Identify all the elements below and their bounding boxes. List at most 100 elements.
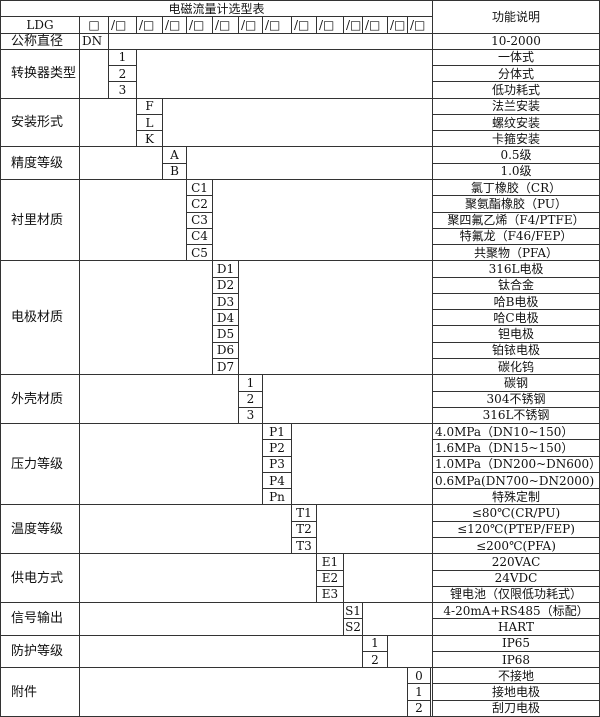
code-cell: S1 bbox=[343, 602, 363, 620]
code-cell: D7 bbox=[212, 358, 239, 376]
description-cell: 10-2000 bbox=[432, 32, 600, 50]
code-cell: D2 bbox=[212, 276, 239, 294]
option-box: /□ bbox=[343, 16, 363, 34]
blank-cell bbox=[343, 553, 433, 604]
code-cell: P2 bbox=[262, 439, 292, 457]
description-cell: 特殊定制 bbox=[432, 488, 600, 506]
description-cell: 钽电极 bbox=[432, 325, 600, 343]
description-cell: 碳钢 bbox=[432, 374, 600, 392]
blank-cell bbox=[79, 504, 292, 555]
code-cell: 0 bbox=[407, 667, 431, 685]
description-cell: 锂电池（仅限低功耗式） bbox=[432, 585, 600, 604]
description-cell: 316L电极 bbox=[432, 260, 600, 278]
group-label: 防护等级 bbox=[0, 634, 80, 669]
group-label: 外壳材质 bbox=[0, 374, 80, 425]
blank-cell bbox=[136, 48, 433, 99]
description-cell: 不接地 bbox=[432, 667, 600, 685]
code-cell: 1 bbox=[108, 48, 137, 67]
description-cell: 聚四氟乙烯（F4/PTFE） bbox=[432, 211, 600, 229]
description-cell: HART bbox=[432, 618, 600, 636]
code-cell: Pn bbox=[262, 488, 292, 506]
code-cell: T3 bbox=[291, 537, 317, 555]
description-cell: 刮刀电极 bbox=[432, 699, 600, 717]
blank-cell bbox=[79, 423, 263, 506]
group-label: 压力等级 bbox=[0, 423, 80, 506]
code-cell: S2 bbox=[343, 618, 363, 636]
code-cell: 2 bbox=[362, 650, 388, 669]
blank-cell bbox=[316, 504, 433, 555]
blank-cell bbox=[238, 260, 433, 376]
blank-cell bbox=[362, 602, 433, 636]
blank-cell bbox=[79, 667, 408, 717]
code-cell: 1 bbox=[238, 374, 263, 392]
code-cell: P1 bbox=[262, 423, 292, 441]
description-cell: 低功耗式 bbox=[432, 81, 600, 99]
code-cell: D5 bbox=[212, 325, 239, 343]
group-label: 安装形式 bbox=[0, 97, 80, 148]
code-cell: 2 bbox=[108, 65, 137, 83]
code-cell: D6 bbox=[212, 341, 239, 359]
group-label: 附件 bbox=[0, 667, 80, 717]
option-box: /□ bbox=[316, 16, 344, 34]
description-cell: IP65 bbox=[432, 634, 600, 652]
description-cell: 24VDC bbox=[432, 569, 600, 587]
description-cell: 聚氨酯橡胶（PU） bbox=[432, 195, 600, 213]
code-cell: P4 bbox=[262, 471, 292, 490]
description-cell: 碳化钨 bbox=[432, 358, 600, 376]
function-header: 功能说明 bbox=[432, 0, 600, 34]
code-cell: C4 bbox=[186, 227, 213, 246]
option-box: /□ bbox=[291, 16, 317, 34]
code-cell: D3 bbox=[212, 292, 239, 311]
blank-cell bbox=[79, 48, 109, 99]
description-cell: IP68 bbox=[432, 650, 600, 669]
blank-cell bbox=[162, 97, 433, 148]
blank-cell bbox=[79, 553, 317, 604]
code-cell: C2 bbox=[186, 195, 213, 213]
blank-cell bbox=[79, 179, 187, 262]
description-cell: 卡箍安装 bbox=[432, 130, 600, 148]
description-cell: 共聚物（PFA） bbox=[432, 244, 600, 262]
code-cell: A bbox=[162, 146, 187, 164]
code-cell: E2 bbox=[316, 569, 344, 587]
code-cell: DN bbox=[79, 32, 109, 50]
description-cell: 铂铱电极 bbox=[432, 341, 600, 359]
description-cell: 316L不锈钢 bbox=[432, 406, 600, 425]
description-cell: 哈B电极 bbox=[432, 292, 600, 311]
description-cell: 304不锈钢 bbox=[432, 390, 600, 408]
option-box: /□ bbox=[362, 16, 388, 34]
description-cell: 分体式 bbox=[432, 65, 600, 83]
option-box: /□ bbox=[387, 16, 408, 34]
code-cell: L bbox=[136, 113, 163, 132]
blank-cell bbox=[79, 97, 137, 148]
code-cell: P3 bbox=[262, 455, 292, 473]
model-code: LDG bbox=[0, 16, 80, 34]
code-cell: 2 bbox=[407, 699, 431, 717]
group-label: 精度等级 bbox=[0, 146, 80, 180]
option-box: /□ bbox=[212, 16, 239, 34]
code-cell: T2 bbox=[291, 520, 317, 538]
blank-cell bbox=[262, 374, 433, 425]
group-label: 信号输出 bbox=[0, 602, 80, 636]
code-cell: C5 bbox=[186, 244, 213, 262]
description-cell: 0.5级 bbox=[432, 146, 600, 164]
description-cell: 1.0MPa（DN200~DN600） bbox=[432, 455, 600, 473]
description-cell: ≤120℃(PTEP/FEP) bbox=[432, 520, 600, 538]
code-cell: D1 bbox=[212, 260, 239, 278]
description-cell: 接地电极 bbox=[432, 683, 600, 701]
blank-cell bbox=[79, 374, 239, 425]
code-cell: 3 bbox=[108, 81, 137, 99]
blank-cell bbox=[291, 423, 433, 506]
description-cell: 4.0MPa（DN10~150） bbox=[432, 423, 600, 441]
option-box: /□ bbox=[162, 16, 187, 34]
option-box: /□ bbox=[108, 16, 137, 34]
description-cell: 一体式 bbox=[432, 48, 600, 67]
code-cell: 1 bbox=[362, 634, 388, 652]
code-cell: 2 bbox=[238, 390, 263, 408]
group-label: 公称直径 bbox=[0, 32, 80, 50]
description-cell: 法兰安装 bbox=[432, 97, 600, 115]
description-cell: 特氟龙（F46/FEP） bbox=[432, 227, 600, 246]
blank-cell bbox=[79, 146, 163, 180]
blank-cell bbox=[79, 602, 344, 636]
option-box: /□ bbox=[407, 16, 433, 34]
description-cell: 1.6MPa（DN15~150） bbox=[432, 439, 600, 457]
